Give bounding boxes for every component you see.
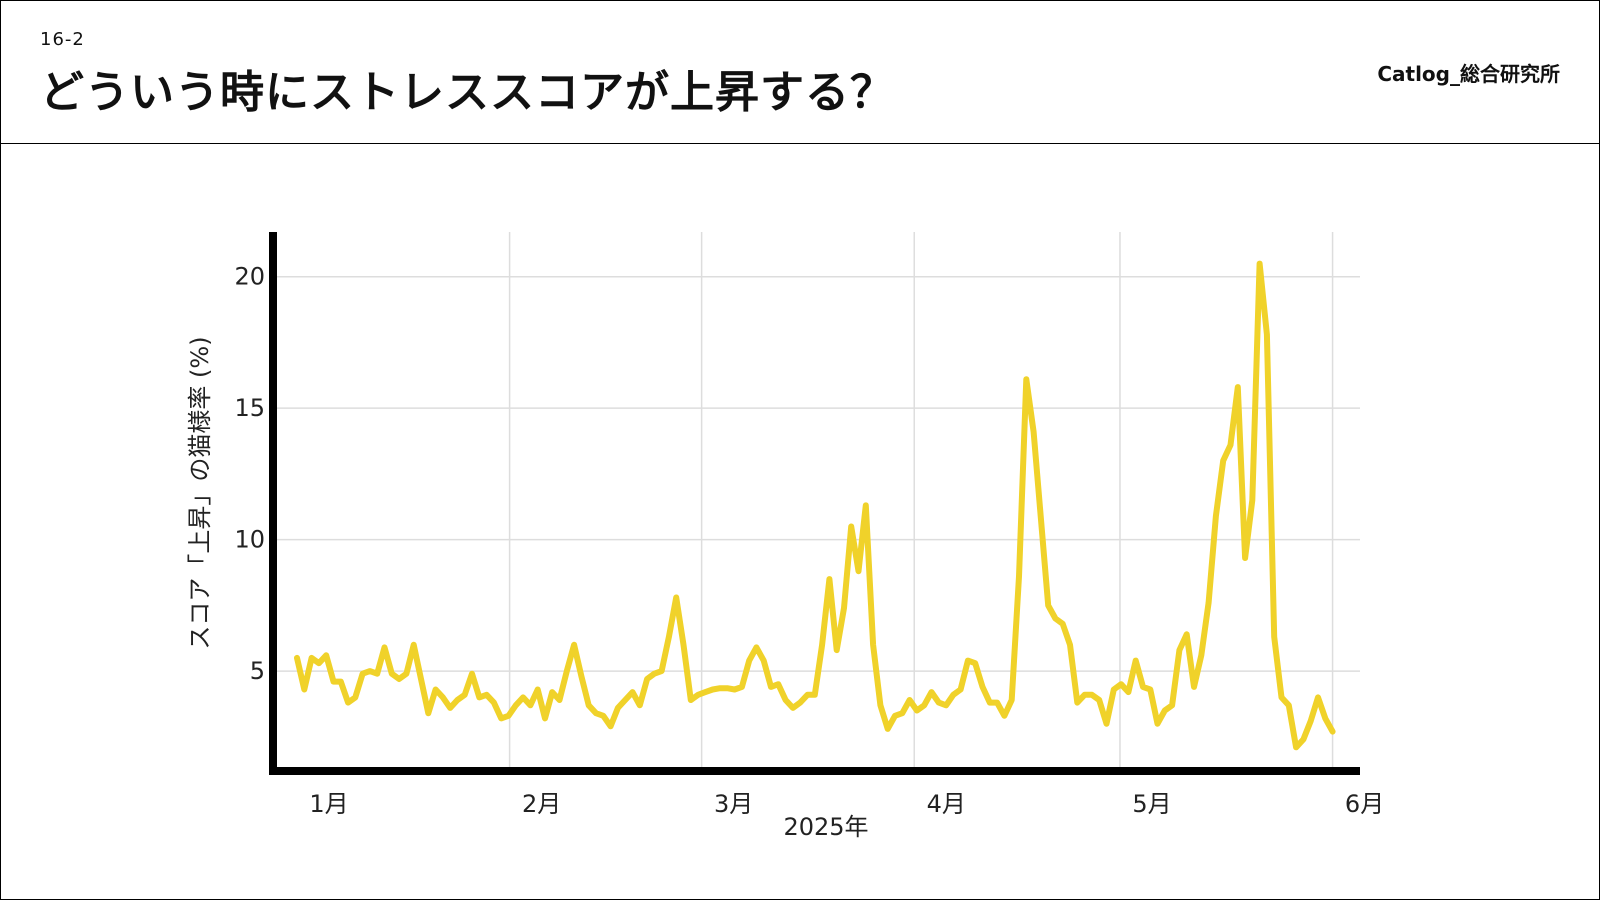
brand-logo: Catlog_総合研究所 (1377, 62, 1560, 86)
x-axis-title: 2025年 (783, 813, 868, 841)
x-tick-label: 1月 (309, 790, 348, 818)
x-tick-label: 6月 (1345, 790, 1384, 818)
series-line (294, 260, 1336, 751)
x-tick-label: 4月 (927, 790, 966, 818)
x-tick-labels: 1月 2月 3月 4月 5月 6月 (309, 790, 1384, 818)
x-tick-label: 2月 (522, 790, 561, 818)
y-axis-title: スコア「上昇」の猫様率 (%) (186, 336, 214, 649)
y-tick-label: 5 (250, 657, 265, 685)
x-tick-label: 5月 (1132, 790, 1171, 818)
section-number: 16-2 (40, 29, 85, 50)
slide-header: 16-2 どういう時にストレススコアが上昇する？ Catlog_総合研究所 (0, 0, 1600, 144)
y-tick-labels: 5 10 15 20 (234, 263, 265, 685)
page-title: どういう時にストレススコアが上昇する？ (40, 67, 895, 118)
y-tick-label: 15 (234, 394, 265, 422)
y-tick-label: 20 (234, 263, 265, 291)
y-tick-label: 10 (234, 526, 265, 554)
x-tick-label: 3月 (714, 790, 753, 818)
